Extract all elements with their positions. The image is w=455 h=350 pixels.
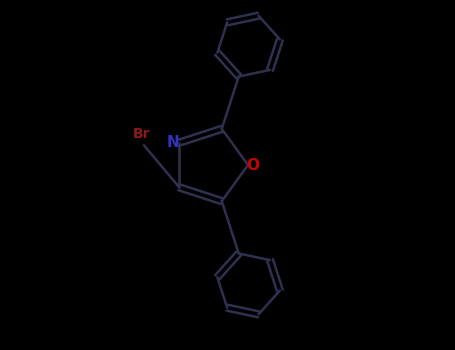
Text: N: N (167, 135, 180, 150)
Text: O: O (247, 158, 259, 173)
Text: Br: Br (133, 127, 151, 141)
